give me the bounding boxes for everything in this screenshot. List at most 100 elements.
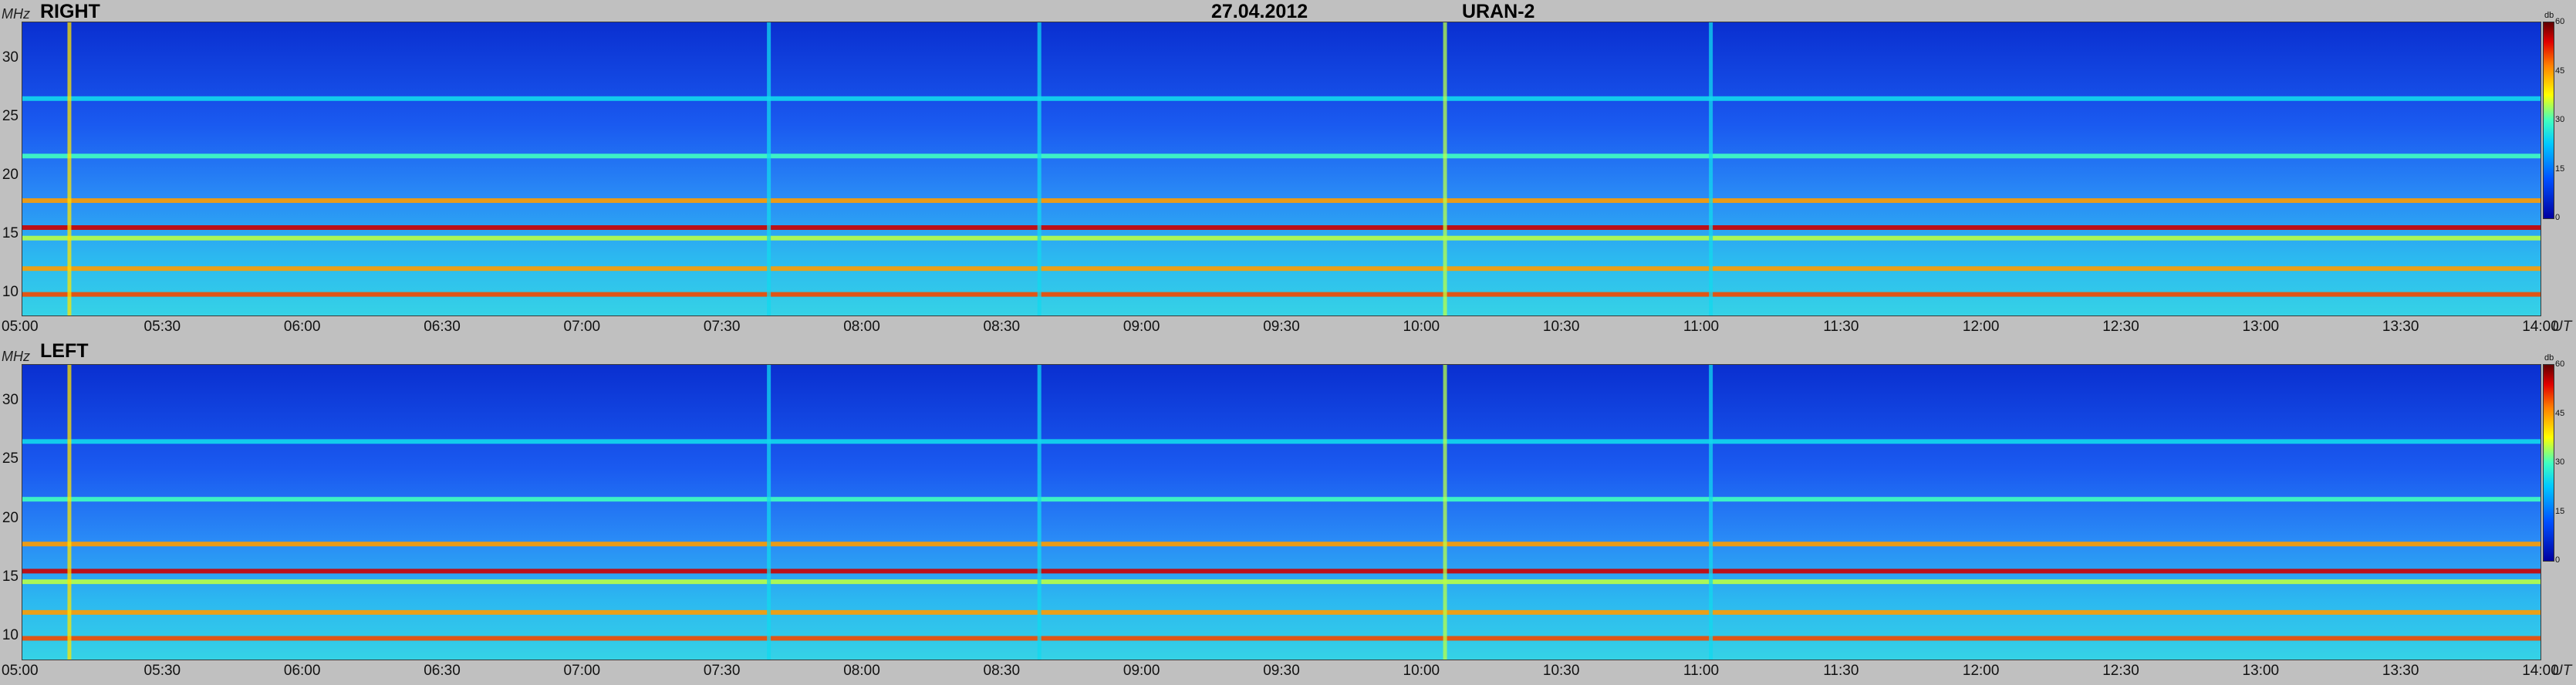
- spectrogram-right: [22, 22, 2541, 316]
- x-tick-label: 05:00: [2, 319, 39, 335]
- x-tick-label: 06:00: [283, 663, 321, 679]
- emission-band: [22, 198, 2541, 204]
- x-tick-label: 05:00: [2, 663, 39, 679]
- y-tick-label: 10: [2, 627, 19, 644]
- x-tick-label: 10:30: [1542, 663, 1580, 679]
- colorbar-tick-label: 30: [2555, 115, 2565, 124]
- y-tick-label: 20: [2, 509, 19, 526]
- colorbar-top: [2543, 22, 2554, 219]
- burst-mark: [67, 365, 72, 660]
- x-tick-label: 11:30: [1823, 663, 1859, 679]
- x-tick-label: 05:30: [143, 319, 181, 335]
- x-tick-label: 12:30: [2102, 319, 2139, 335]
- colorbar-tick-label: 15: [2555, 164, 2565, 174]
- colorbar-unit-top: db: [2544, 11, 2554, 20]
- colorbar-tick-label: 30: [2555, 457, 2565, 467]
- x-unit-label: UT: [2552, 319, 2572, 335]
- emission-band: [22, 154, 2541, 159]
- x-tick-label: 07:00: [563, 319, 601, 335]
- x-tick-label: 14:00: [2522, 663, 2559, 679]
- x-tick-label: 12:00: [1962, 663, 2000, 679]
- x-unit-label: UT: [2552, 663, 2572, 679]
- spectrogram-plot-left: [22, 365, 2541, 660]
- x-tick-label: 12:00: [1962, 319, 2000, 335]
- colorbar-tick-label: 15: [2555, 506, 2565, 516]
- colorbar-unit-bottom: db: [2544, 353, 2554, 363]
- y-tick-label: 15: [2, 224, 19, 241]
- burst-mark: [1709, 22, 1713, 316]
- x-tick-label: 09:30: [1263, 319, 1300, 335]
- y-tick-label: 15: [2, 569, 19, 585]
- x-tick-label: 13:00: [2242, 319, 2280, 335]
- colorbar-tick-label: 45: [2555, 408, 2565, 418]
- x-tick-label: 12:30: [2102, 663, 2139, 679]
- colorbar-tick-label: 0: [2555, 213, 2561, 222]
- x-tick-label: 10:30: [1542, 319, 1580, 335]
- x-tick-label: 08:00: [843, 319, 880, 335]
- y-unit-label-bottom: MHz: [2, 349, 30, 364]
- colorbar-tick-label: 60: [2555, 359, 2565, 369]
- x-tick-label: 08:30: [983, 319, 1021, 335]
- burst-mark: [767, 365, 771, 660]
- y-tick-label: 20: [2, 166, 19, 183]
- emission-band: [22, 266, 2541, 272]
- polarization-label-right: RIGHT: [40, 1, 100, 22]
- x-tick-label: 08:30: [983, 663, 1021, 679]
- emission-band: [22, 542, 2541, 547]
- colorbar-tick-label: 0: [2555, 555, 2561, 565]
- colorbar-tick-label: 45: [2555, 66, 2565, 76]
- x-tick-label: 14:00: [2522, 319, 2559, 335]
- burst-mark: [1037, 365, 1042, 660]
- emission-band: [22, 579, 2541, 585]
- spectrogram-background: [22, 22, 2541, 316]
- emission-band: [22, 235, 2541, 241]
- x-tick-label: 08:00: [843, 663, 880, 679]
- x-tick-label: 10:00: [1403, 319, 1440, 335]
- burst-mark: [67, 22, 72, 316]
- burst-mark: [1443, 22, 1447, 316]
- x-tick-label: 06:30: [424, 663, 461, 679]
- emission-band: [22, 569, 2541, 574]
- x-tick-label: 07:30: [703, 319, 741, 335]
- x-tick-label: 13:30: [2382, 319, 2419, 335]
- x-tick-label: 09:00: [1123, 319, 1160, 335]
- burst-mark: [1443, 365, 1447, 660]
- observation-date: 27.04.2012: [1211, 1, 1308, 22]
- y-unit-label-top: MHz: [2, 6, 30, 22]
- x-tick-label: 13:00: [2242, 663, 2280, 679]
- burst-mark: [1709, 365, 1713, 660]
- x-tick-label: 09:00: [1123, 663, 1160, 679]
- burst-mark: [1037, 22, 1042, 316]
- spectrogram-background: [22, 365, 2541, 660]
- spectrogram-plot-right: [22, 22, 2541, 316]
- y-tick-label: 10: [2, 283, 19, 300]
- y-tick-label: 30: [2, 49, 19, 66]
- x-tick-label: 13:30: [2382, 663, 2419, 679]
- x-tick-label: 05:30: [143, 663, 181, 679]
- x-tick-label: 10:00: [1403, 663, 1440, 679]
- x-tick-label: 11:30: [1823, 319, 1859, 335]
- polarization-label-left: LEFT: [40, 340, 89, 362]
- colorbar-bottom: [2543, 364, 2554, 562]
- emission-band: [22, 292, 2541, 297]
- emission-band: [22, 96, 2541, 101]
- x-tick-label: 06:00: [283, 319, 321, 335]
- x-tick-label: 09:30: [1263, 663, 1300, 679]
- x-tick-label: 07:00: [563, 663, 601, 679]
- spectrogram-left: [22, 364, 2541, 660]
- x-tick-label: 11:00: [1683, 663, 1720, 679]
- y-tick-label: 25: [2, 107, 19, 124]
- emission-band: [22, 439, 2541, 444]
- emission-band: [22, 225, 2541, 230]
- y-tick-label: 30: [2, 391, 19, 408]
- x-tick-label: 06:30: [424, 319, 461, 335]
- x-tick-label: 11:00: [1683, 319, 1720, 335]
- burst-mark: [767, 22, 771, 316]
- emission-band: [22, 497, 2541, 502]
- colorbar-tick-label: 60: [2555, 17, 2565, 26]
- emission-band: [22, 609, 2541, 615]
- instrument-name: URAN-2: [1462, 1, 1535, 22]
- x-tick-label: 07:30: [703, 663, 741, 679]
- y-tick-label: 25: [2, 450, 19, 467]
- emission-band: [22, 636, 2541, 641]
